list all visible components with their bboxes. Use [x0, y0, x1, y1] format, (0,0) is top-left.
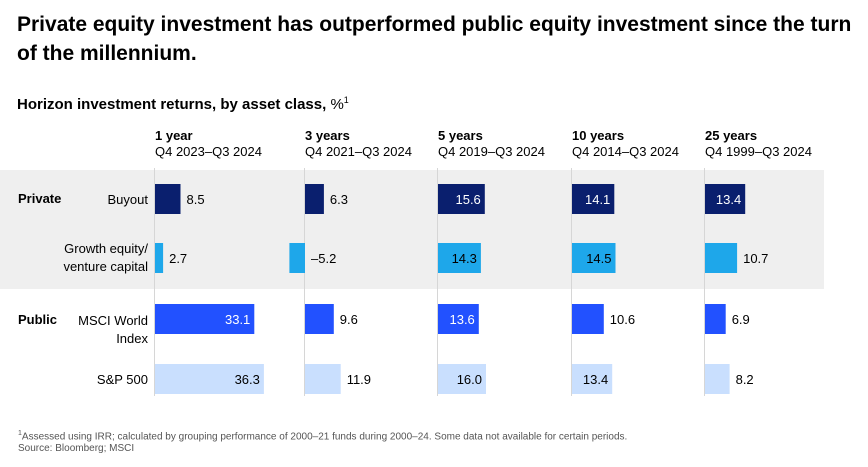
- bar-sp500-1: [305, 364, 341, 394]
- column-period: Q4 2023–Q3 2024: [155, 144, 262, 159]
- bar-buyout-3: [572, 184, 615, 214]
- bar-buyout-2: [438, 184, 485, 214]
- column-header-10-years: 10 years Q4 2014–Q3 2024: [572, 128, 679, 160]
- bar-label-buyout-0: 8.5: [187, 192, 205, 207]
- chart-title: Private equity investment has outperform…: [17, 13, 852, 65]
- bar-growth-0: [155, 243, 164, 273]
- column-label: 5 years: [438, 128, 483, 143]
- column-header-5-years: 5 years Q4 2019–Q3 2024: [438, 128, 545, 160]
- column-label: 10 years: [572, 128, 625, 143]
- bar-label-sp500-1: 11.9: [347, 372, 371, 387]
- column-divider: [154, 168, 155, 396]
- bar-label-msci-1: 9.6: [340, 312, 358, 327]
- bar-msci-3: [572, 304, 604, 334]
- footnote-text-line: 1Assessed using IRR; calculated by group…: [18, 428, 627, 443]
- bar-label-growth-1: –5.2: [311, 251, 336, 266]
- bar-buyout-1: [305, 184, 324, 214]
- bar-label-growth-0: 2.7: [169, 251, 187, 266]
- bar-msci-1: [305, 304, 334, 334]
- group-label-public: Public: [18, 312, 58, 327]
- bar-sp500-2: [438, 364, 486, 394]
- bar-label-sp500-2: 16.0: [457, 372, 482, 387]
- column-header-25-years: 25 years Q4 1999–Q3 2024: [705, 128, 812, 160]
- chart-subtitle: Horizon investment returns, by asset cla…: [17, 90, 349, 115]
- footnote-text: Assessed using IRR; calculated by groupi…: [21, 431, 628, 443]
- bar-buyout-0: [155, 184, 181, 214]
- row-label-buyout: Buyout: [107, 192, 148, 207]
- column-label: 1 year: [155, 128, 193, 143]
- footnote: 1Assessed using IRR; calculated by group…: [18, 428, 627, 455]
- row-label-msci-world: MSCI World Index: [78, 313, 148, 346]
- column-divider: [304, 168, 305, 396]
- column-header-1-year: 1 year Q4 2023–Q3 2024: [155, 128, 262, 160]
- bar-label-buyout-4: 13.4: [716, 192, 741, 207]
- bar-label-msci-3: 10.6: [610, 312, 635, 327]
- bar-msci-2: [438, 304, 479, 334]
- column-label: 3 years: [305, 128, 350, 143]
- bar-sp500-4: [705, 364, 730, 394]
- footnote-marker: 1: [18, 430, 22, 437]
- bar-buyout-4: [705, 184, 746, 214]
- bar-label-msci-4: 6.9: [732, 312, 750, 327]
- subtitle-footnote-marker: 1: [343, 95, 349, 105]
- bar-label-buyout-1: 6.3: [330, 192, 348, 207]
- bar-growth-4: [705, 243, 738, 273]
- column-header-3-years: 3 years Q4 2021–Q3 2024: [305, 128, 412, 160]
- bar-growth-2: [438, 243, 481, 273]
- bar-label-buyout-2: 15.6: [455, 192, 480, 207]
- footnote-source: Source: Bloomberg; MSCI: [18, 443, 135, 455]
- column-divider: [704, 168, 705, 396]
- bar-label-growth-4: 10.7: [743, 251, 768, 266]
- column-divider: [571, 168, 572, 396]
- bar-label-growth-3: 14.5: [586, 251, 611, 266]
- column-period: Q4 2014–Q3 2024: [572, 144, 679, 159]
- column-period: Q4 2019–Q3 2024: [438, 144, 545, 159]
- bar-label-sp500-3: 13.4: [583, 372, 608, 387]
- column-period: Q4 1999–Q3 2024: [705, 144, 812, 159]
- bar-growth-1: [289, 243, 305, 273]
- bar-label-sp500-0: 36.3: [235, 372, 260, 387]
- column-period: Q4 2021–Q3 2024: [305, 144, 412, 159]
- bar-label-sp500-4: 8.2: [736, 372, 754, 387]
- bar-label-msci-0: 33.1: [225, 312, 250, 327]
- subtitle-unit: %: [330, 96, 344, 113]
- bar-label-growth-2: 14.3: [452, 251, 477, 266]
- row-label-sp500: S&P 500: [96, 372, 148, 387]
- row-label-growth-equity: Growth equity/ venture capital: [63, 241, 148, 274]
- bar-label-msci-2: 13.6: [449, 312, 474, 327]
- bar-growth-3: [572, 243, 616, 273]
- group-label-private: Private: [18, 191, 62, 206]
- bar-msci-0: [155, 304, 255, 334]
- bar-msci-4: [705, 304, 726, 334]
- column-label: 25 years: [705, 128, 758, 143]
- private-band: [0, 170, 824, 289]
- bar-sp500-0: [155, 364, 264, 394]
- bar-label-buyout-3: 14.1: [585, 192, 610, 207]
- subtitle-text: Horizon investment returns, by asset cla…: [17, 96, 327, 113]
- column-divider: [437, 168, 438, 396]
- bar-sp500-3: [572, 364, 613, 394]
